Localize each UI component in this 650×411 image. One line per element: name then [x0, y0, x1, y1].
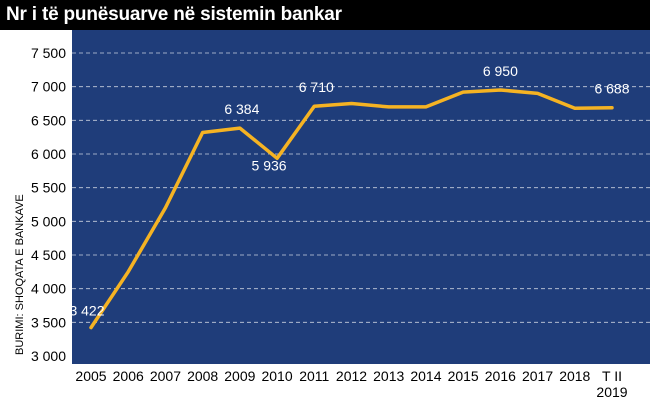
grid-layer: [72, 52, 650, 323]
y-tick-label: 7 500: [31, 45, 66, 61]
data-label: 6 950: [483, 63, 518, 79]
data-label: 6 688: [594, 81, 629, 97]
y-tick-label: 7 000: [31, 79, 66, 95]
chart-title: Nr i të punësuarve në sistemin bankar: [6, 4, 342, 25]
x-tick-label: 2017: [522, 368, 553, 384]
x-tick-label: 2009: [224, 368, 255, 384]
data-label: 3 422: [69, 303, 104, 319]
x-tick-label: 2019: [596, 384, 627, 400]
x-tick-label: T II: [602, 368, 622, 384]
data-labels: 3 422 6 384 5 936 6 710 6 950 6 688: [69, 63, 629, 319]
x-tick-label: 2018: [559, 368, 590, 384]
series-line: [89, 88, 614, 330]
title-bar: Nr i të punësuarve në sistemin bankar: [0, 0, 650, 30]
x-tick-label: 2007: [150, 368, 181, 384]
plot-area: [72, 30, 650, 364]
x-tick-label: 2014: [410, 368, 441, 384]
x-tick-label: 2008: [187, 368, 218, 384]
series-layer: [89, 88, 614, 330]
x-tick-label: 2010: [261, 368, 292, 384]
y-tick-label: 6 000: [31, 146, 66, 162]
y-tick-label: 3 000: [31, 348, 66, 364]
y-axis: 3 000 3 500 4 000 4 500 5 000 5 500 6 000 6 500…: [31, 45, 66, 364]
x-tick-label: 2013: [373, 368, 404, 384]
x-tick-label: 2011: [299, 368, 329, 384]
x-tick-label: 2015: [448, 368, 479, 384]
x-tick-label: 2005: [75, 368, 106, 384]
x-tick-label: 2006: [113, 368, 144, 384]
data-label: 6 710: [299, 79, 334, 95]
x-tick-label: 2012: [336, 368, 367, 384]
data-label: 5 936: [252, 157, 287, 173]
x-axis: 2005 2006 2007 2008 2009 2010 2011 2012 2013 2014…: [75, 368, 627, 400]
y-tick-label: 4 500: [31, 247, 66, 263]
y-tick-label: 5 500: [31, 180, 66, 196]
x-tick-label: 2016: [485, 368, 516, 384]
data-label: 6 384: [224, 101, 259, 117]
y-tick-label: 6 500: [31, 112, 66, 128]
y-tick-label: 4 000: [31, 281, 66, 297]
y-tick-label: 5 000: [31, 213, 66, 229]
y-tick-label: 3 500: [31, 314, 66, 330]
